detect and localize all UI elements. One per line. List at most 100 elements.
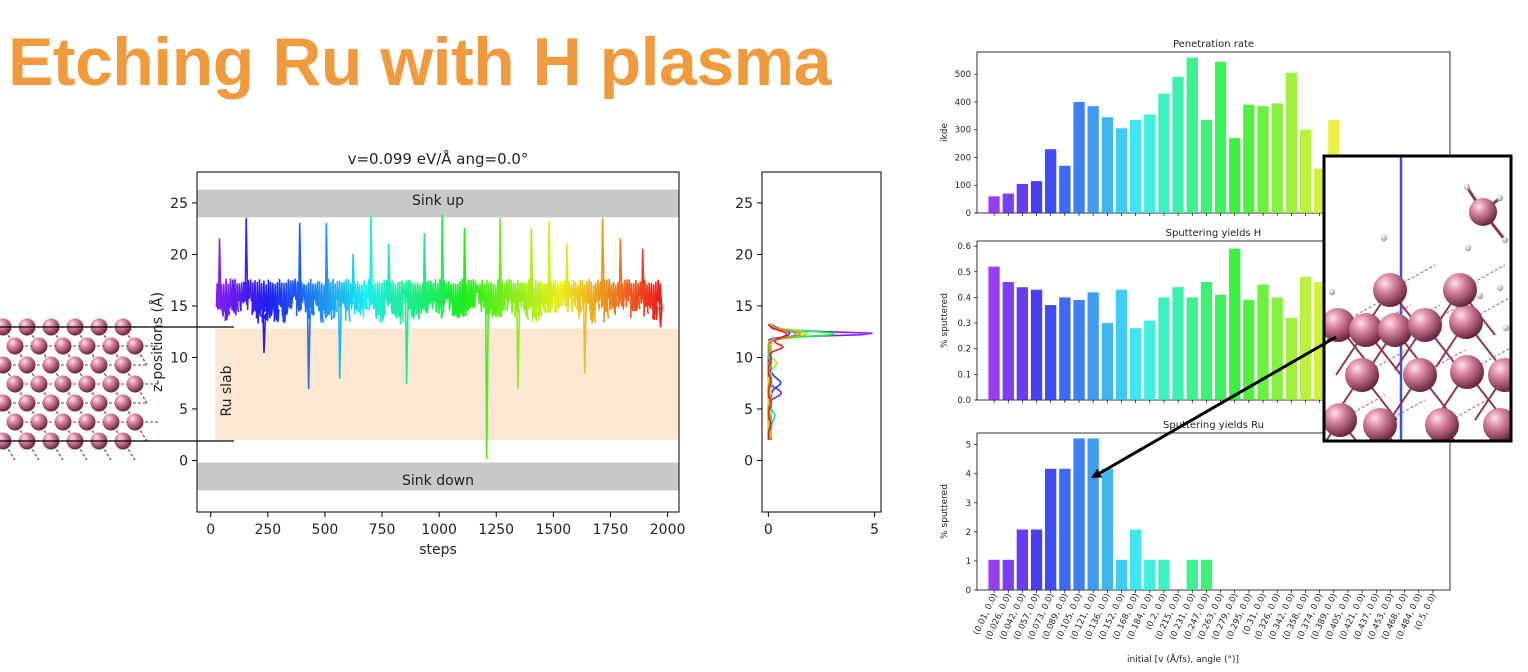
bar	[1257, 106, 1269, 213]
slab-bond	[50, 364, 64, 385]
main-y-ticks: 0 5 10 15 20 25	[170, 196, 197, 469]
density-y-tick-label: 25	[735, 196, 753, 212]
inset-h-atom	[1463, 183, 1471, 191]
trajectory-series	[558, 280, 565, 309]
bar	[1073, 102, 1085, 213]
bar-y-label: % sputtered	[940, 293, 950, 348]
bar	[1186, 297, 1198, 400]
ru-atom	[66, 356, 84, 374]
zoom-inset	[1322, 154, 1513, 443]
bar	[1314, 168, 1326, 213]
bar	[1285, 72, 1297, 213]
bar	[1200, 282, 1213, 400]
inset-h-atom	[1496, 284, 1504, 292]
ru-atom	[102, 413, 120, 431]
slab-bond	[2, 326, 16, 347]
ru-atom	[6, 337, 24, 355]
inset-frame	[1322, 154, 1513, 443]
trajectory-series	[438, 214, 445, 319]
slab-bond	[50, 326, 64, 347]
inset-bond	[1465, 296, 1511, 323]
page-title: Etching Ru with H plasma	[8, 24, 831, 100]
trajectory-series	[393, 281, 400, 319]
trajectory-series	[478, 279, 484, 313]
trajectory-chart: 0 250 500 750 1000 1250 1500 1750 2000 0 5 10 15 20 2…	[149, 149, 685, 558]
bar-y-tick-label: 0.5	[957, 268, 971, 278]
trajectory-series	[625, 279, 632, 307]
main-x-ticks: 0 250 500 750 1000 1250 1500 1750 2000	[206, 512, 685, 538]
bar-chart-title: Sputtering yields H	[1166, 228, 1262, 239]
slab-bond	[14, 421, 28, 442]
bar	[1172, 77, 1184, 213]
inset-ru-atom	[1349, 313, 1383, 347]
slab-bond	[122, 364, 136, 385]
trajectory-series	[505, 278, 512, 311]
bar	[1214, 294, 1227, 400]
bar	[1299, 276, 1312, 400]
ru-atom	[78, 375, 96, 393]
bar-y-tick-label: 0.4	[957, 293, 971, 303]
slab-bond	[26, 402, 40, 423]
trajectory-series	[500, 280, 507, 316]
inset-h-atom	[1496, 194, 1504, 202]
density-lines	[767, 323, 873, 441]
ru-atom	[90, 356, 108, 374]
trajectory-series	[331, 278, 338, 319]
trajectory-series	[465, 279, 472, 313]
slab-bond	[62, 345, 76, 366]
bar	[988, 196, 1000, 213]
trajectory-series	[514, 280, 521, 390]
inset-ru-atom	[1403, 358, 1437, 392]
trajectory-series	[220, 283, 226, 317]
density-y-tick-label: 10	[735, 350, 753, 366]
trajectory-series	[255, 279, 262, 324]
main-y-tick-label: 25	[170, 196, 188, 212]
inset-ru-atom	[1450, 355, 1484, 389]
trajectory-series	[358, 284, 365, 316]
bar	[1115, 128, 1128, 213]
bar-y-tick-label: 4	[966, 470, 971, 480]
slab-bond	[134, 345, 148, 366]
inset-ru-atom	[1408, 308, 1442, 342]
bar	[1186, 559, 1198, 590]
slab-bond	[26, 440, 40, 461]
trajectory-series	[634, 279, 641, 311]
trajectory-series	[318, 281, 325, 324]
main-y-tick-label: 20	[170, 247, 188, 263]
inset-bond	[1337, 299, 1384, 326]
trajectory-series	[371, 283, 378, 319]
slab-bond	[74, 402, 88, 423]
bar	[1285, 317, 1297, 400]
main-x-tick-label: 1250	[478, 522, 514, 538]
slab-bond	[26, 364, 40, 385]
inset-ru-atom	[1324, 403, 1357, 437]
ru-atom	[42, 356, 60, 374]
slab-bond	[50, 402, 64, 423]
trajectory-series	[638, 248, 645, 306]
bar	[1073, 300, 1085, 400]
density-y-tick-label: 15	[735, 299, 753, 315]
inset-bond	[1419, 349, 1466, 376]
bar	[988, 266, 1000, 400]
trajectory-series	[322, 222, 329, 319]
trajectory-series	[474, 280, 480, 309]
slab-bond	[86, 421, 100, 442]
inset-ru-atom	[1363, 408, 1397, 441]
main-x-tick-label: 750	[369, 522, 396, 538]
slab-bond	[134, 421, 148, 442]
slab-bond	[74, 326, 88, 347]
trajectory-series	[572, 279, 578, 308]
trajectory-series	[246, 279, 253, 311]
trajectory-series	[313, 281, 320, 310]
ru-atom	[102, 375, 120, 393]
bar	[1144, 559, 1156, 590]
inset-ru-atom	[1324, 308, 1355, 342]
density-y-tick-label: 5	[744, 402, 753, 418]
bar	[1243, 300, 1255, 400]
trajectory-series	[215, 238, 222, 310]
ru-atom	[18, 356, 36, 374]
ru-slab-illustration	[0, 318, 159, 461]
slab-bond	[110, 345, 124, 366]
